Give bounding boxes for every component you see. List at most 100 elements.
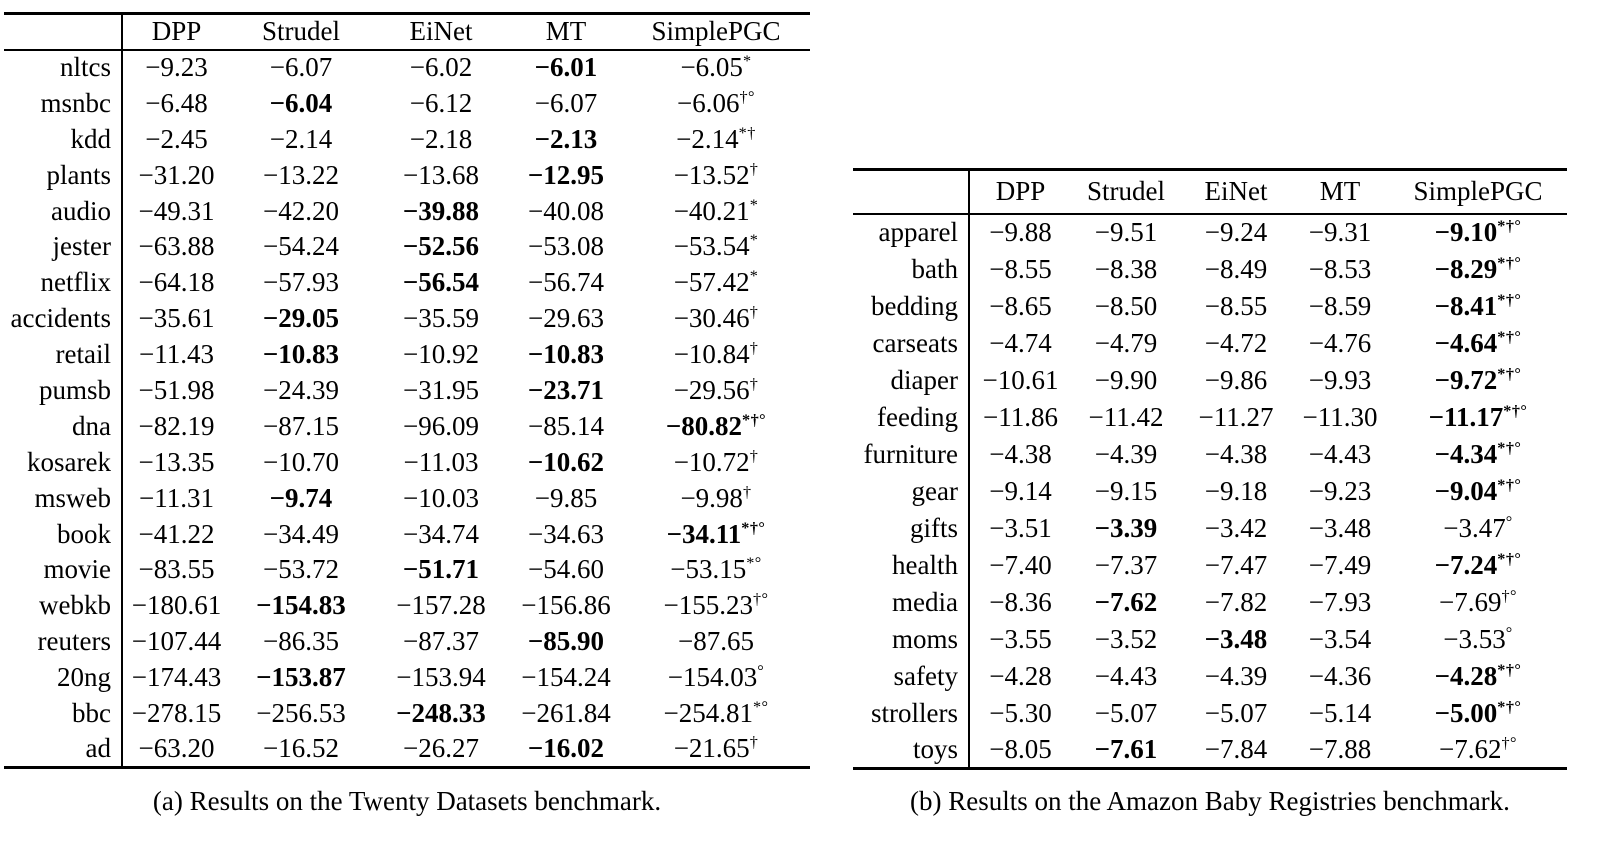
value-cell: −6.07 [510,85,622,121]
value-cell: −2.14*† [622,121,810,157]
value-cell: −9.51 [1071,214,1181,251]
log-likelihood-value: −7.82 [1204,586,1268,617]
log-likelihood-value: −39.88 [402,195,480,226]
value-cell: −96.09 [372,408,510,444]
log-likelihood-value: −9.15 [1094,475,1158,506]
log-likelihood-value: −3.48 [1204,623,1268,654]
log-likelihood-value: −96.09 [403,410,479,441]
value-cell: −4.74 [969,325,1071,362]
log-likelihood-value: −9.14 [989,475,1052,506]
table-row: msnbc −6.48 −6.04 −6.12 −6.07 −6.06†° [4,85,810,122]
value-cell: −9.90 [1071,362,1181,399]
value-cell: −4.38 [1181,436,1291,473]
log-likelihood-value: −82.19 [138,410,215,441]
log-likelihood-value: −4.28 [989,660,1052,691]
value-cell: −254.81*° [622,696,810,732]
significance-marker: †° [1501,733,1518,752]
value-cell: −7.49 [1291,547,1389,584]
log-likelihood-value: −4.79 [1094,327,1158,358]
log-likelihood-value: −6.07 [269,52,333,83]
header-row: DPP Strudel EiNet MT SimplePGC [4,13,810,51]
log-likelihood-value: −6.06 [676,87,740,118]
log-likelihood-value: −6.01 [534,52,598,83]
table-row: jester −63.88 −54.24 −52.56 −53.08 −53.54* [4,228,810,265]
column-header: SimplePGC [622,13,810,51]
significance-marker: *†° [1497,217,1522,235]
log-likelihood-value: −9.23 [1308,475,1372,506]
row-label: bedding [853,287,970,325]
row-label: safety [853,657,970,695]
log-likelihood-value: −63.20 [138,733,215,764]
log-likelihood-value: −7.62 [1438,733,1502,764]
value-cell: −256.53 [230,696,372,732]
row-label: webkb [4,587,123,624]
row-label: netflix [4,264,123,301]
log-likelihood-value: −10.92 [403,339,479,370]
column-header: DPP [122,13,230,51]
log-likelihood-value: −87.37 [403,626,479,657]
log-likelihood-value: −156.86 [521,590,611,621]
log-likelihood-value: −5.30 [989,697,1052,728]
value-cell: −34.11*†° [622,516,810,552]
log-likelihood-value: −2.13 [534,123,598,154]
value-cell: −10.61 [969,362,1071,399]
row-label: jester [4,228,123,265]
log-likelihood-value: −5.07 [1204,697,1268,728]
log-likelihood-value: −9.74 [269,482,333,513]
table-row: safety −4.28 −4.43 −4.39 −4.36 −4.28*†° [853,657,1567,695]
corner-cell [853,169,970,215]
log-likelihood-value: −23.71 [527,374,605,405]
log-likelihood-value: −87.15 [263,410,339,441]
log-likelihood-value: −35.59 [403,303,479,334]
value-cell: −4.39 [1071,436,1181,473]
table-row: pumsb −51.98 −24.39 −31.95 −23.71 −29.56† [4,372,810,409]
value-cell: −86.35 [230,624,372,660]
value-cell: −53.08 [510,229,622,265]
log-likelihood-value: −6.12 [409,87,473,118]
value-cell: −49.31 [122,193,230,229]
value-cell: −10.70 [230,444,372,480]
log-likelihood-value: −6.04 [269,87,333,118]
log-likelihood-value: −8.59 [1308,290,1372,321]
log-likelihood-value: −254.81 [663,697,753,728]
value-cell: −30.46† [622,301,810,337]
table-row: audio −49.31 −42.20 −39.88 −40.08 −40.21* [4,193,810,229]
table-row: kosarek −13.35 −10.70 −11.03 −10.62 −10.72† [4,444,810,481]
value-cell: −7.82 [1181,584,1291,621]
table-row: diaper −10.61 −9.90 −9.86 −9.93 −9.72*†° [853,361,1567,399]
significance-marker: † [749,374,759,393]
log-likelihood-value: −56.54 [402,267,480,298]
value-cell: −29.63 [510,301,622,337]
log-likelihood-value: −4.36 [1308,660,1372,691]
value-cell: −8.29*†° [1389,251,1567,288]
value-cell: −8.65 [969,288,1071,325]
log-likelihood-value: −54.24 [263,231,339,262]
table-row: book −41.22 −34.49 −34.74 −34.63 −34.11*†° [4,516,810,552]
table-row: strollers −5.30 −5.07 −5.07 −5.14 −5.00*†° [853,694,1567,732]
table-row: kdd −2.45 −2.14 −2.18 −2.13 −2.14*† [4,121,810,158]
value-cell: −13.35 [122,444,230,480]
value-cell: −10.92 [372,337,510,373]
log-likelihood-value: −11.42 [1088,401,1164,432]
value-cell: −11.27 [1181,399,1291,436]
significance-marker: *† [738,123,756,142]
log-likelihood-value: −7.88 [1308,733,1372,764]
row-label: 20ng [4,659,123,696]
log-likelihood-value: −24.39 [263,374,339,405]
value-cell: −154.24 [510,660,622,696]
log-likelihood-value: −4.43 [1094,660,1158,691]
log-likelihood-value: −13.22 [263,159,339,190]
log-likelihood-value: −10.83 [527,339,605,370]
value-cell: −7.37 [1071,547,1181,584]
value-cell: −87.15 [230,408,372,444]
value-cell: −80.82*†° [622,408,810,444]
amazon-baby-registries-panel: DPP Strudel EiNet MT SimplePGC apparel −9.88 −9… [853,168,1567,770]
value-cell: −7.61 [1071,732,1181,769]
corner-cell [4,13,123,51]
significance-marker: †° [739,87,756,106]
value-cell: −9.10*†° [1389,214,1567,251]
amazon-baby-registries-table: DPP Strudel EiNet MT SimplePGC apparel −9.88 −9… [853,168,1567,770]
value-cell: −2.13 [510,121,622,157]
row-label: msnbc [4,85,123,122]
value-cell: −10.83 [510,337,622,373]
